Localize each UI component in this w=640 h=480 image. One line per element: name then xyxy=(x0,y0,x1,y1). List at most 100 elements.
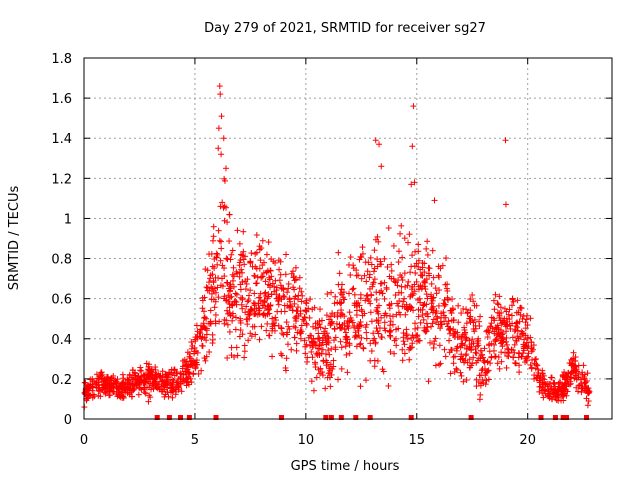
data-gap-marker xyxy=(552,415,558,420)
data-point xyxy=(206,251,213,258)
data-point xyxy=(259,237,266,244)
data-point xyxy=(109,383,116,390)
data-point xyxy=(337,300,344,307)
data-point xyxy=(308,348,315,355)
data-point xyxy=(401,350,408,357)
data-point xyxy=(552,387,559,394)
data-point xyxy=(492,291,499,298)
data-point xyxy=(314,352,321,359)
data-point xyxy=(371,265,378,272)
data-point xyxy=(516,369,523,376)
data-point xyxy=(293,307,300,314)
data-point xyxy=(274,297,281,304)
data-point xyxy=(346,309,353,316)
data-point xyxy=(460,378,467,385)
data-point xyxy=(174,379,181,386)
x-tick-label: 0 xyxy=(80,433,88,448)
data-point xyxy=(105,373,112,380)
data-point xyxy=(370,330,377,337)
data-point xyxy=(224,354,231,361)
data-point xyxy=(210,233,217,240)
data-gap-marker xyxy=(564,415,570,420)
data-point xyxy=(385,382,392,389)
data-point xyxy=(108,375,115,382)
data-point xyxy=(494,300,501,307)
data-point xyxy=(141,384,148,391)
data-point xyxy=(295,296,302,303)
data-point xyxy=(132,382,139,389)
data-point xyxy=(533,355,540,362)
data-point xyxy=(575,382,582,389)
data-point xyxy=(366,271,373,278)
data-point xyxy=(330,357,337,364)
data-point xyxy=(225,292,232,299)
data-point xyxy=(578,385,585,392)
data-point xyxy=(217,257,224,264)
data-point xyxy=(269,315,276,322)
data-point xyxy=(462,352,469,359)
data-point xyxy=(473,350,480,357)
data-point xyxy=(463,377,470,384)
data-point xyxy=(458,333,465,340)
data-point xyxy=(495,331,502,338)
data-point xyxy=(408,286,415,293)
data-point xyxy=(511,341,518,348)
data-point xyxy=(210,277,217,284)
data-point xyxy=(510,354,517,361)
data-point xyxy=(530,342,537,349)
data-point xyxy=(316,335,323,342)
data-point xyxy=(297,335,304,342)
data-point xyxy=(243,280,250,287)
data-point xyxy=(369,281,376,288)
data-point xyxy=(363,278,370,285)
data-point xyxy=(516,362,523,369)
data-point xyxy=(272,317,279,324)
data-point xyxy=(244,321,251,328)
data-point xyxy=(310,323,317,330)
data-point xyxy=(402,311,409,318)
y-tick-label: 1.4 xyxy=(51,132,72,147)
data-point xyxy=(159,374,166,381)
data-point xyxy=(371,276,378,283)
data-point xyxy=(169,394,176,401)
data-point xyxy=(251,290,258,297)
data-point xyxy=(479,376,486,383)
data-point xyxy=(221,177,228,184)
data-point xyxy=(435,321,442,328)
data-point xyxy=(224,280,231,287)
data-gap-marker xyxy=(538,415,544,420)
data-point xyxy=(207,307,214,314)
data-point xyxy=(458,310,465,317)
data-point xyxy=(395,302,402,309)
data-point xyxy=(259,273,266,280)
data-point xyxy=(315,336,322,343)
data-point xyxy=(221,203,228,210)
data-point xyxy=(155,370,162,377)
data-point xyxy=(304,358,311,365)
data-point xyxy=(414,324,421,331)
data-point xyxy=(222,165,229,172)
data-point xyxy=(201,334,208,341)
data-point xyxy=(347,271,354,278)
data-point xyxy=(299,292,306,299)
data-point xyxy=(455,319,462,326)
data-point xyxy=(261,290,268,297)
data-point xyxy=(522,319,529,326)
data-point xyxy=(376,141,383,148)
data-point xyxy=(435,302,442,309)
data-point xyxy=(448,346,455,353)
data-point xyxy=(555,388,562,395)
data-point xyxy=(242,278,249,285)
data-point xyxy=(280,286,287,293)
data-point xyxy=(508,312,515,319)
data-point xyxy=(200,323,207,330)
data-point xyxy=(572,370,579,377)
data-point xyxy=(81,379,88,386)
data-point xyxy=(282,251,289,258)
data-point xyxy=(333,320,340,327)
data-point xyxy=(325,347,332,354)
data-point xyxy=(379,334,386,341)
data-point xyxy=(570,349,577,356)
data-point xyxy=(87,381,94,388)
data-point xyxy=(119,392,126,399)
